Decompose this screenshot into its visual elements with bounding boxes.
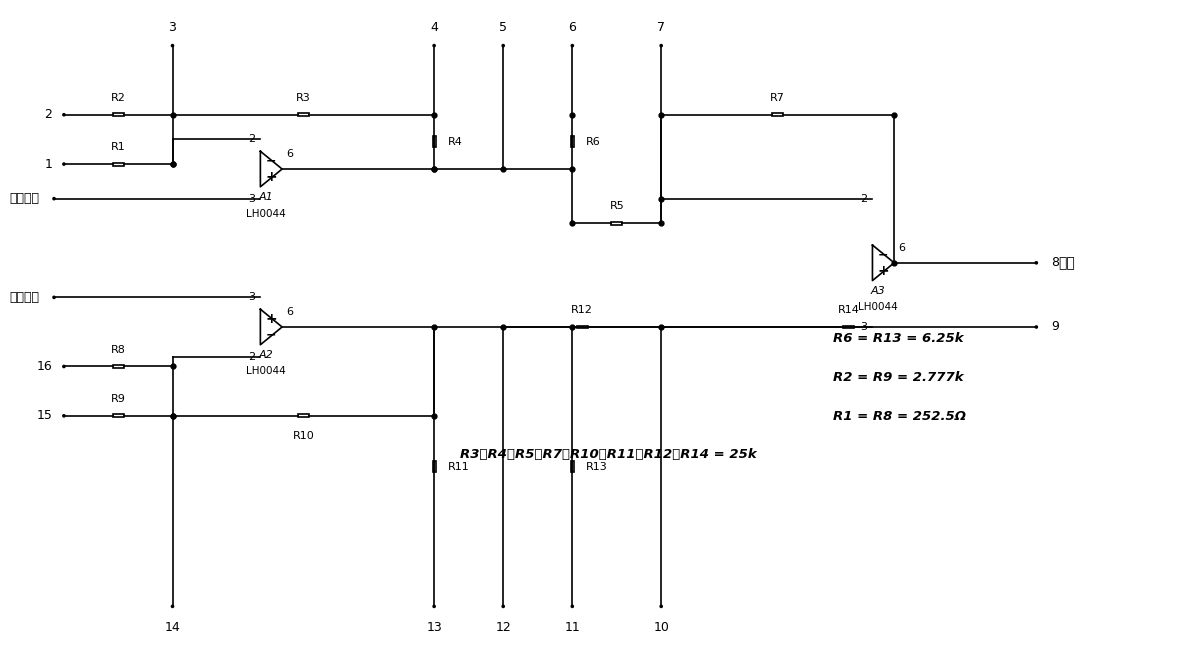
- Circle shape: [660, 44, 662, 46]
- Circle shape: [433, 44, 436, 46]
- Text: 16: 16: [36, 360, 52, 373]
- Bar: [844, 325, 854, 329]
- Text: R1: R1: [110, 142, 126, 153]
- Text: R9: R9: [110, 394, 126, 404]
- Circle shape: [53, 198, 55, 200]
- Circle shape: [53, 297, 55, 299]
- Text: R6 = R13 = 6.25k: R6 = R13 = 6.25k: [833, 333, 964, 346]
- Circle shape: [1036, 326, 1037, 328]
- Circle shape: [62, 163, 65, 165]
- Bar: [113, 113, 124, 116]
- Text: R3: R3: [296, 93, 311, 103]
- Circle shape: [571, 606, 574, 608]
- Text: 同相输入: 同相输入: [10, 291, 40, 304]
- Text: 2: 2: [860, 194, 868, 203]
- Text: −: −: [877, 248, 888, 261]
- Bar: [113, 415, 124, 417]
- Text: 11: 11: [564, 621, 581, 634]
- Text: 3: 3: [248, 292, 256, 303]
- Bar: [577, 325, 588, 329]
- Text: R6: R6: [586, 137, 601, 147]
- Text: 8: 8: [1051, 256, 1060, 269]
- Text: R11: R11: [448, 462, 469, 471]
- Text: 9: 9: [1051, 321, 1060, 333]
- Bar: [773, 113, 784, 116]
- Text: R1 = R8 = 252.5Ω: R1 = R8 = 252.5Ω: [833, 409, 966, 422]
- Bar: [298, 113, 308, 116]
- Text: R12: R12: [571, 305, 593, 315]
- Bar: [611, 222, 622, 225]
- Text: 2: 2: [248, 134, 256, 144]
- Circle shape: [660, 606, 662, 608]
- Text: 1: 1: [44, 158, 52, 171]
- Text: 7: 7: [658, 21, 665, 34]
- Text: R2: R2: [110, 93, 126, 103]
- Circle shape: [62, 113, 65, 115]
- Circle shape: [571, 44, 574, 46]
- Text: 15: 15: [36, 409, 52, 422]
- Text: 3: 3: [248, 194, 256, 203]
- Text: R14: R14: [838, 305, 859, 315]
- Circle shape: [1036, 262, 1037, 264]
- Text: R7: R7: [770, 93, 785, 103]
- Text: R8: R8: [110, 345, 126, 355]
- Text: +: +: [877, 264, 889, 278]
- Text: R13: R13: [586, 462, 608, 471]
- Text: R3、R4、R5、R7、R10、R11、R12、R14 = 25k: R3、R4、R5、R7、R10、R11、R12、R14 = 25k: [460, 448, 756, 461]
- Circle shape: [172, 44, 174, 46]
- Text: 2: 2: [44, 108, 52, 121]
- Text: 6: 6: [898, 243, 905, 253]
- Circle shape: [62, 415, 65, 417]
- Circle shape: [172, 606, 174, 608]
- Text: 12: 12: [496, 621, 511, 634]
- Text: −: −: [265, 155, 276, 168]
- Text: +: +: [265, 170, 277, 184]
- Text: 6: 6: [286, 149, 293, 159]
- Bar: [571, 461, 574, 472]
- Text: 反相输入: 反相输入: [10, 192, 40, 205]
- Bar: [298, 415, 308, 417]
- Text: 5: 5: [499, 21, 508, 34]
- Text: A1: A1: [259, 192, 274, 201]
- Text: 10: 10: [653, 621, 670, 634]
- Text: 13: 13: [426, 621, 442, 634]
- Bar: [571, 136, 574, 147]
- Circle shape: [62, 366, 65, 368]
- Circle shape: [433, 606, 436, 608]
- Text: LH0044: LH0044: [858, 303, 899, 312]
- Text: 输出: 输出: [1058, 256, 1075, 271]
- Text: −: −: [265, 329, 276, 342]
- Bar: [433, 461, 436, 472]
- Circle shape: [503, 606, 504, 608]
- Text: 6: 6: [569, 21, 576, 34]
- Text: 4: 4: [430, 21, 438, 34]
- Text: R10: R10: [293, 430, 314, 441]
- Text: 3: 3: [860, 322, 868, 332]
- Text: 14: 14: [164, 621, 180, 634]
- Bar: [113, 162, 124, 166]
- Text: 6: 6: [286, 307, 293, 317]
- Text: A3: A3: [871, 286, 886, 295]
- Text: R2 = R9 = 2.777k: R2 = R9 = 2.777k: [833, 371, 964, 384]
- Text: LH0044: LH0044: [246, 366, 286, 376]
- Circle shape: [503, 44, 504, 46]
- Text: R4: R4: [448, 137, 463, 147]
- Text: LH0044: LH0044: [246, 209, 286, 218]
- Text: A2: A2: [259, 349, 274, 360]
- Text: 2: 2: [248, 351, 256, 362]
- Bar: [433, 136, 436, 147]
- Bar: [113, 365, 124, 368]
- Text: 3: 3: [168, 21, 176, 34]
- Text: +: +: [265, 312, 277, 326]
- Text: R5: R5: [610, 201, 624, 211]
